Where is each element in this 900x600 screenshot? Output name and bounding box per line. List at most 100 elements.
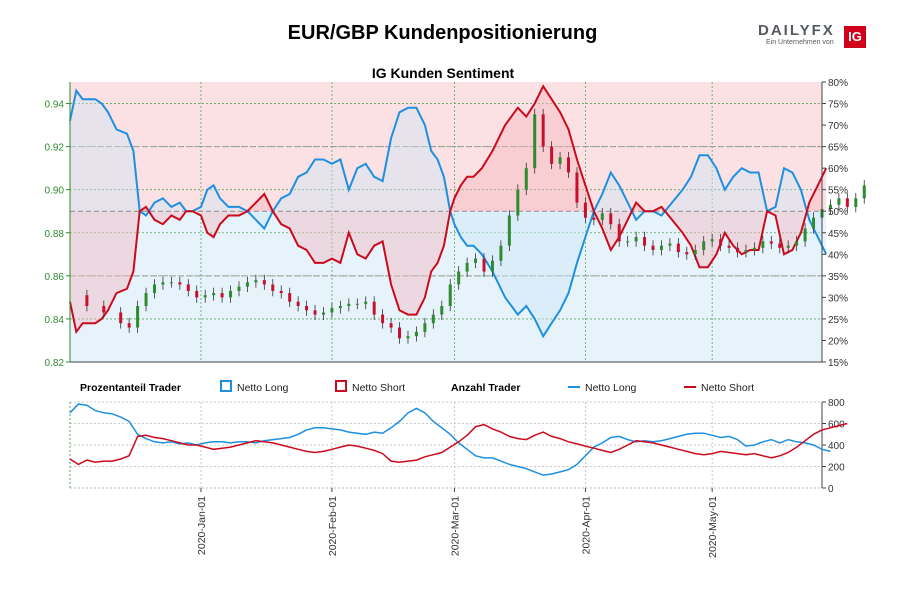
legend-group-title: Prozentanteil Trader <box>80 382 181 394</box>
candle-body <box>465 262 469 272</box>
candle-body <box>643 237 647 246</box>
candle-body <box>474 258 478 263</box>
chart-title: IG Kunden Sentiment <box>372 65 515 81</box>
candle-body <box>245 282 249 287</box>
candle-body <box>710 239 714 242</box>
legend-label: Netto Short <box>352 382 405 394</box>
candle-body <box>305 306 309 311</box>
candle-body <box>634 237 638 242</box>
candle-body <box>668 243 672 246</box>
candle-body <box>288 293 292 302</box>
candle-body <box>828 204 832 210</box>
logo-tagline: Ein Unternehmen von <box>766 39 834 46</box>
candle-body <box>862 185 866 199</box>
y-tick-label-left: 0.84 <box>45 315 65 326</box>
x-tick-label: 2020-Apr-01 <box>580 496 592 555</box>
legend-label: Netto Long <box>585 382 637 394</box>
candle-body <box>279 290 283 294</box>
candle-body <box>778 243 782 248</box>
page-title: EUR/GBP Kundenpositionierung <box>287 22 598 44</box>
candle-body <box>212 293 216 296</box>
candle-body <box>693 250 697 255</box>
logo-ig: IG <box>844 26 866 48</box>
candle-body <box>490 260 494 272</box>
candle-body <box>567 157 571 173</box>
count-net-short-line <box>69 422 848 466</box>
candle-body <box>338 306 342 309</box>
candle-body <box>719 239 723 246</box>
logo-brand: DAILYFX <box>758 22 835 39</box>
bottom-y-tick-label: 800 <box>828 398 845 409</box>
y-tick-label-right: 80% <box>828 78 848 89</box>
candle-body <box>398 327 402 339</box>
bottom-y-tick-label: 0 <box>828 484 834 495</box>
candle-body <box>406 336 410 339</box>
candle-body <box>727 245 731 248</box>
candle-body <box>203 295 207 298</box>
candle-body <box>845 198 849 207</box>
bottom-y-tick-label: 400 <box>828 441 845 452</box>
candle-body <box>169 282 173 284</box>
candle-body <box>389 323 393 328</box>
candle-body <box>85 295 89 306</box>
candle-body <box>127 323 131 328</box>
legend: Prozentanteil Trader Netto Long Netto Shor… <box>80 380 754 394</box>
y-tick-label-right: 75% <box>828 100 848 111</box>
candle-body <box>178 282 182 285</box>
candle-body <box>516 189 520 216</box>
y-tick-label-right: 20% <box>828 336 848 347</box>
candle-body <box>414 331 418 337</box>
candle-body <box>600 213 604 220</box>
candle-body <box>533 114 537 169</box>
candle-body <box>837 198 841 205</box>
candle-body <box>372 301 376 315</box>
candle-body <box>423 323 427 332</box>
trader-count-panel: 0 200 400 600 800 <box>69 398 848 495</box>
candle-body <box>254 280 258 283</box>
y-tick-label-right: 70% <box>828 121 848 132</box>
bottom-y-tick-label: 200 <box>828 463 845 474</box>
candle-body <box>744 250 748 253</box>
y-tick-label-right: 35% <box>828 272 848 283</box>
candle-body <box>262 280 266 285</box>
y-tick-label-left: 0.94 <box>45 100 65 111</box>
candle-body <box>237 286 241 291</box>
x-axis: 2020-Jan-01 2020-Feb-01 2020-Mar-01 2020-Ap… <box>196 488 719 558</box>
x-tick-label: 2020-Jan-01 <box>196 496 208 555</box>
legend-box-long <box>220 380 232 392</box>
candle-body <box>761 241 765 248</box>
candle-body <box>812 217 816 229</box>
candle-body <box>313 310 317 315</box>
candle-body <box>186 284 190 291</box>
y-tick-label-right: 40% <box>828 250 848 261</box>
candle-body <box>702 241 706 250</box>
candle-body <box>220 293 224 298</box>
candle-body <box>803 228 807 242</box>
legend-label: Netto Long <box>237 382 289 394</box>
candle-body <box>381 314 385 324</box>
candle-body <box>364 301 368 304</box>
candle-body <box>676 243 680 253</box>
candle-body <box>144 293 148 306</box>
candle-body <box>685 252 689 255</box>
y-tick-label-right: 30% <box>828 293 848 304</box>
y-tick-label-left: 0.86 <box>45 272 65 283</box>
bottom-y-tick-label: 600 <box>828 420 845 431</box>
candle-body <box>550 146 554 164</box>
candle-body <box>499 245 503 261</box>
candle-body <box>769 241 773 244</box>
y-tick-label-right: 45% <box>828 229 848 240</box>
candle-body <box>271 284 275 291</box>
candle-body <box>347 303 351 306</box>
candle-body <box>161 282 165 285</box>
y-tick-label-right: 65% <box>828 143 848 154</box>
candle-body <box>448 284 452 306</box>
candle-body <box>617 224 621 242</box>
dailyfx-logo: DAILYFX Ein Unternehmen von IG <box>758 22 870 50</box>
candle-body <box>583 202 587 218</box>
candle-body <box>229 290 233 298</box>
candle-body <box>440 306 444 315</box>
candle-body <box>152 284 156 294</box>
y-tick-label-left: 0.92 <box>45 143 65 154</box>
